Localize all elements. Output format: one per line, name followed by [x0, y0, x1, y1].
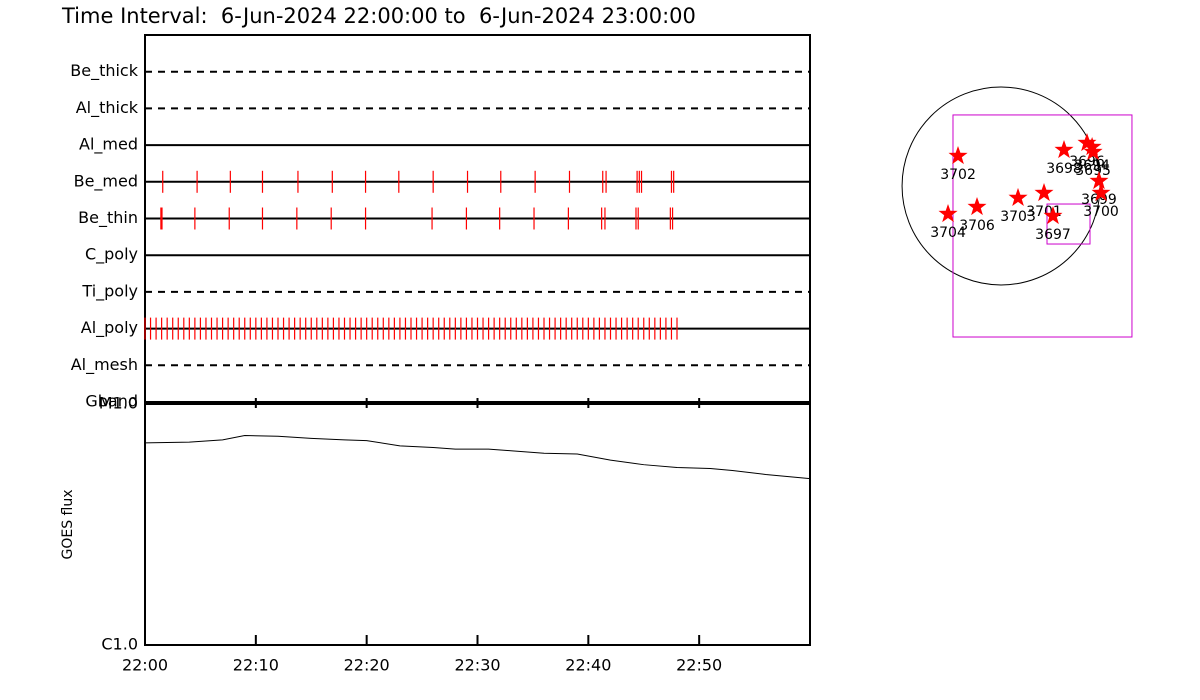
filter-label: C_poly [85, 245, 138, 265]
y-tick-label: M1.0 [99, 394, 138, 413]
fov-box [1046, 203, 1091, 245]
x-tick-label: 22:20 [344, 656, 390, 675]
filter-label: Gband [85, 392, 138, 411]
region-star [1043, 206, 1063, 225]
region-star [1054, 140, 1074, 159]
region-star [1077, 133, 1097, 152]
region-label: 3703 [1000, 209, 1036, 225]
region-star [1083, 142, 1103, 160]
region-label: 3704 [930, 225, 966, 241]
region-label: 3702 [940, 167, 976, 183]
filter-label: Al_mesh [71, 355, 138, 375]
y-tick-label: C1.0 [101, 635, 138, 654]
region-label: 3700 [1083, 204, 1119, 220]
filter-label: Be_med [74, 171, 138, 191]
x-tick-label: 22:10 [233, 656, 279, 675]
filter-label: Be_thin [78, 208, 138, 228]
goes-line [144, 435, 811, 480]
x-tick-label: 22:30 [454, 656, 500, 675]
filter-label: Al_poly [81, 318, 138, 338]
y-axis-label: GOES flux [60, 489, 76, 559]
filter-label: Be_thick [70, 61, 138, 81]
solar-limb [901, 86, 1101, 286]
region-star [938, 204, 958, 223]
region-star [967, 197, 987, 216]
region-label: 3699 [1081, 192, 1117, 208]
region-label: 3695 [1075, 163, 1111, 179]
region-star [1091, 183, 1111, 202]
x-tick-label: 22:50 [676, 656, 722, 675]
filter-label: Ti_poly [81, 281, 138, 301]
region-star [948, 146, 968, 165]
region-label: 3694 [1074, 158, 1110, 174]
region-label: 3697 [1035, 227, 1071, 243]
region-label: 3696 [1069, 154, 1105, 170]
region-label: 3706 [959, 218, 995, 234]
filter-label: Al_thick [76, 98, 139, 118]
region-star [1089, 171, 1109, 190]
plot-frame [144, 403, 811, 646]
x-tick-label: 22:00 [122, 656, 168, 675]
fov-box [952, 114, 1133, 338]
region-star [1034, 183, 1054, 202]
x-tick-label: 22:40 [565, 656, 611, 675]
region-label: 3698 [1046, 161, 1082, 177]
region-star [1008, 187, 1028, 206]
filter-label: Al_med [79, 135, 138, 155]
chart-title: Time Interval: 6-Jun-2024 22:00:00 to 6-… [61, 4, 696, 28]
